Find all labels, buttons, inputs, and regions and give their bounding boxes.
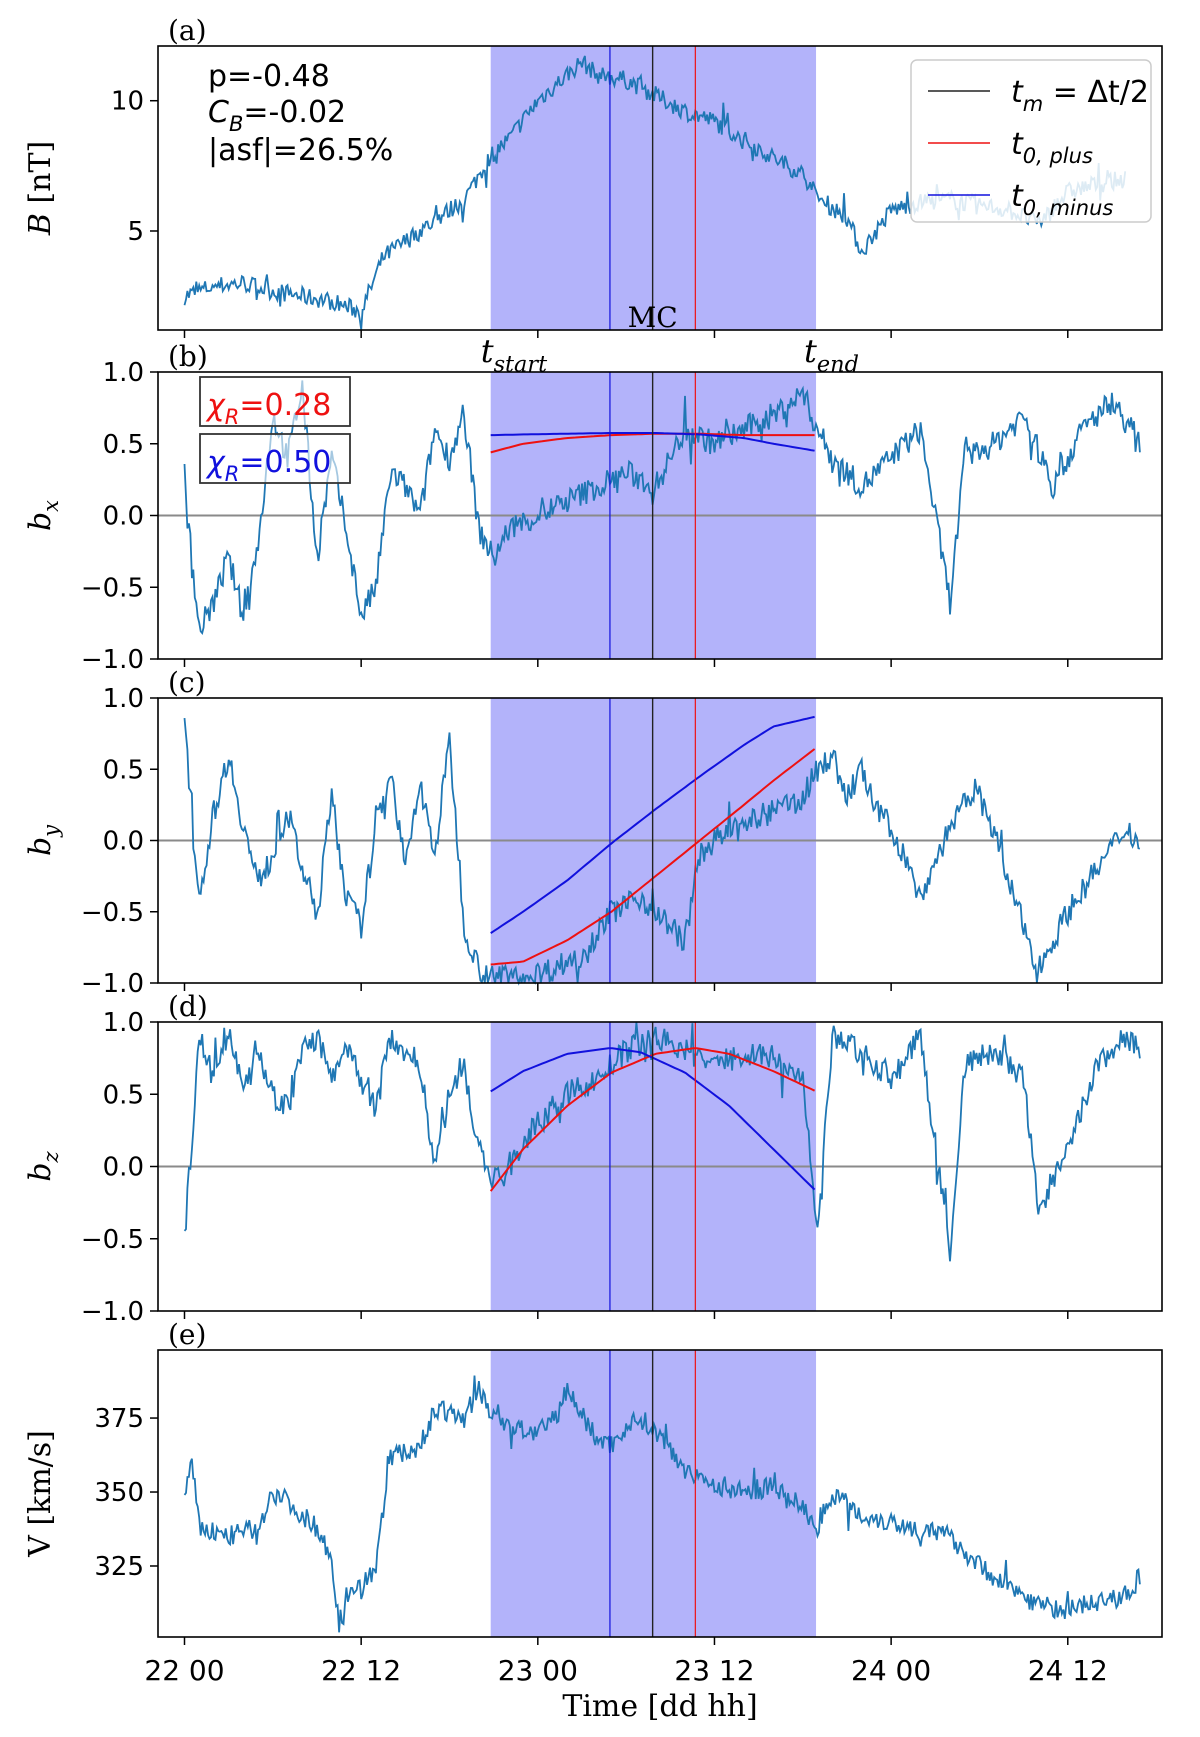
data-series-line: [183, 718, 1141, 986]
t-end-label: tend: [804, 332, 859, 378]
y-axis-label: bx: [23, 500, 63, 531]
annotation-p: p=-0.48: [208, 59, 330, 94]
panel-e: 325 350 375 (e) V [km/s]: [23, 1318, 1163, 1645]
y-tick-label: −1.0: [81, 1297, 144, 1327]
legend-entry-tm: tm = Δt/2: [1011, 75, 1149, 116]
chi-minus-box: [199, 433, 351, 484]
panel-b: −1.0 −0.5 0.0 0.5 1.0 (b) bx: [23, 340, 1163, 675]
plot-frame: [157, 1349, 1163, 1638]
data-series-line: [183, 1375, 1141, 1633]
panel-label: (e): [168, 1318, 206, 1351]
mc-label: MC: [628, 301, 678, 334]
y-tick-label: 0.0: [103, 827, 144, 857]
panel-c: −1.0 −0.5 0.0 0.5 1.0 (c) by: [23, 666, 1163, 999]
y-tick-label: −1.0: [81, 969, 144, 999]
y-axis-label: B [nT]: [23, 141, 58, 236]
data-series-line: [183, 1022, 1141, 1262]
chi-plus-box: [199, 376, 351, 427]
y-axis-label: bz: [23, 1150, 63, 1181]
x-tick-label: 24 12: [1028, 1654, 1108, 1687]
panel-a: 5 10 (a) B [nT]: [23, 14, 1163, 338]
y-tick-label: −1.0: [81, 645, 144, 675]
y-tick-label: −0.5: [81, 1225, 144, 1255]
y-tick-label: −0.5: [81, 573, 144, 603]
y-tick-label: 1.0: [103, 1008, 144, 1038]
y-tick-label: 0.5: [103, 755, 144, 785]
legend-entry-minus: t0, minus: [1011, 179, 1113, 220]
y-tick-label: 10: [111, 87, 144, 117]
t-start-label: tstart: [481, 332, 548, 378]
chi-plus-label: χR=0.28: [205, 388, 331, 429]
data-series-line: [183, 380, 1141, 635]
y-tick-label: 0.5: [103, 430, 144, 460]
legend-box: [910, 59, 1152, 223]
panel-label: (c): [168, 666, 206, 699]
x-tick-label: 22 12: [321, 1654, 401, 1687]
chi-minus-label: χR=0.50: [205, 445, 331, 486]
y-axis-label: V [km/s]: [23, 1430, 58, 1558]
y-axis-label: by: [23, 824, 63, 856]
panel-d: −1.0 −0.5 0.0 0.5 1.0 (d) bz: [23, 990, 1163, 1327]
x-axis-label: Time [dd hh]: [562, 1689, 757, 1724]
y-tick-label: 0.0: [103, 1153, 144, 1183]
annotation-cb: CB=-0.02: [208, 95, 346, 136]
annotation-asf: |asf|=26.5%: [208, 133, 393, 168]
x-tick-label: 23 12: [674, 1654, 754, 1687]
panel-label: (a): [168, 14, 207, 47]
x-tick-label: 23 00: [498, 1654, 578, 1687]
panel-label: (b): [168, 340, 208, 373]
y-tick-label: 350: [94, 1478, 144, 1508]
x-tick-label: 22 00: [144, 1654, 224, 1687]
panel-label: (d): [168, 990, 208, 1023]
y-tick-label: 0.5: [103, 1080, 144, 1110]
y-tick-label: 325: [94, 1552, 144, 1582]
plot-frame: [157, 45, 1163, 331]
legend-entry-plus: t0, plus: [1011, 127, 1093, 168]
x-tick-label: 24 00: [851, 1654, 931, 1687]
y-tick-label: −0.5: [81, 898, 144, 928]
y-tick-label: 1.0: [103, 684, 144, 714]
mc-interval-shade: [490, 46, 817, 330]
y-tick-label: 1.0: [103, 358, 144, 388]
y-tick-label: 375: [94, 1404, 144, 1434]
y-tick-label: 5: [127, 217, 144, 247]
y-tick-label: 0.0: [103, 502, 144, 532]
